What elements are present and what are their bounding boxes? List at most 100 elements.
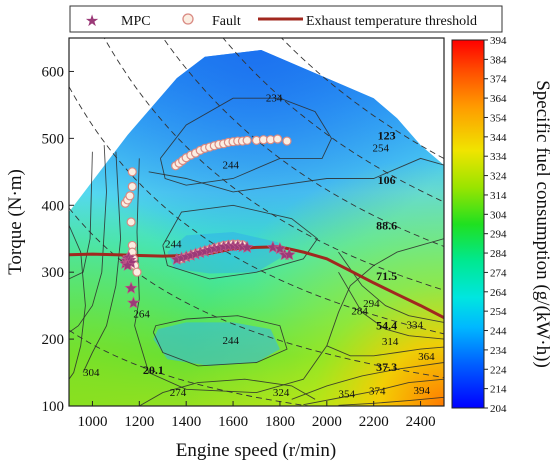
contour-label: 254 <box>372 143 389 155</box>
bsfc-field <box>69 50 444 406</box>
colorbar-tick-label: 394 <box>490 35 507 47</box>
fault-point <box>126 217 136 227</box>
y-tick-label: 400 <box>42 198 65 214</box>
fault-point <box>127 181 137 192</box>
colorbar-title: Specific fuel consumption (g/(kW·h)) <box>532 80 550 368</box>
colorbar-tick-label: 244 <box>490 326 507 338</box>
y-axis: 100 200 300 400 500 600 <box>42 64 74 415</box>
contour-label: 364 <box>418 351 435 363</box>
iso-power-line <box>162 38 444 247</box>
contour-label: 314 <box>382 336 399 348</box>
power-label: 54.4 <box>376 319 397 333</box>
x-tick-label: 1200 <box>124 414 154 430</box>
y-axis-title: Torque (N·m) <box>5 169 26 275</box>
x-tick-label: 2000 <box>312 414 342 430</box>
colorbar-tick-label: 204 <box>490 403 507 415</box>
x-tick-label: 2200 <box>359 414 389 430</box>
mpc-point <box>266 240 280 253</box>
contour-label: 244 <box>222 335 239 347</box>
colorbar-tick-label: 264 <box>490 287 507 299</box>
bsfc-contour-line <box>134 158 444 394</box>
contour-label: 304 <box>83 367 100 379</box>
power-label: 20.1 <box>143 363 164 377</box>
contour-label: 244 <box>165 238 182 250</box>
contour-label: 234 <box>266 93 283 105</box>
power-label: 123 <box>378 129 396 143</box>
bsfc-contour-line <box>291 362 444 400</box>
mpc-point <box>121 258 135 271</box>
contour-label: 244 <box>222 159 239 171</box>
bsfc-contour-line <box>162 204 319 280</box>
legend-threshold-label: Exhaust temperature threshold <box>306 14 477 29</box>
colorbar-tick-label: 324 <box>490 171 507 183</box>
iso-power-line <box>103 38 444 291</box>
contour-label: 354 <box>338 388 355 400</box>
x-tick-label: 2400 <box>406 414 436 430</box>
iso-power-line <box>222 38 444 203</box>
iso-power-line <box>69 329 312 406</box>
colorbar-tick-label: 284 <box>490 248 507 260</box>
bsfc-contour-line <box>159 97 333 186</box>
contour-label: 284 <box>351 305 368 317</box>
iso-power-line <box>280 38 444 159</box>
y-tick-label: 500 <box>42 131 65 147</box>
bsfc-contours <box>69 97 444 406</box>
legend-fault-marker <box>182 13 194 25</box>
mpc-point <box>126 296 140 309</box>
x-tick-label: 1800 <box>265 414 295 430</box>
legend-mpc-marker: ★ <box>85 13 99 30</box>
fault-point <box>127 167 137 177</box>
colorbar-tick-label: 254 <box>490 306 507 318</box>
y-tick-label: 100 <box>42 399 65 415</box>
power-label: 37.3 <box>376 360 397 374</box>
bsfc-contour-line <box>338 396 444 406</box>
legend-fault-label: Fault <box>212 14 241 29</box>
iso-power-lines <box>69 38 444 406</box>
colorbar-ticks: 204 214 224 234 244 254 264 274 284 294 304 314 324 3… <box>484 35 507 415</box>
bsfc-contour-line <box>139 378 316 406</box>
x-axis-title: Engine speed (r/min) <box>176 440 336 461</box>
legend: ★ MPC Fault Exhaust temperature threshol… <box>69 5 503 33</box>
contour-label: 334 <box>406 319 423 331</box>
colorbar-tick-label: 224 <box>490 364 507 376</box>
colorbar-tick-label: 314 <box>490 190 507 202</box>
field-mid-island <box>167 232 285 274</box>
colorbar-tick-label: 354 <box>490 112 507 124</box>
contour-label: 374 <box>369 386 386 398</box>
bsfc-contour-line <box>326 345 444 357</box>
power-labels: 123 106 88.6 71.5 54.4 37.3 20.1 <box>143 129 397 377</box>
x-tick-label: 1600 <box>218 414 248 430</box>
colorbar-tick-label: 374 <box>490 74 507 86</box>
contour-label: 264 <box>133 309 150 321</box>
field-hot-corner <box>69 50 444 406</box>
colorbar-tick-label: 234 <box>490 345 507 357</box>
y-tick-label: 200 <box>42 332 65 348</box>
mpc-point <box>282 248 296 261</box>
fault-point <box>242 135 252 145</box>
colorbar-tick-label: 334 <box>490 151 507 163</box>
power-label: 88.6 <box>376 218 397 232</box>
plot-frame <box>68 37 445 407</box>
field-low-island <box>153 322 280 366</box>
y-tick-label: 600 <box>42 64 65 80</box>
legend-mpc-label: MPC <box>121 14 151 29</box>
bsfc-contour-line <box>148 157 444 193</box>
fault-point <box>132 267 142 277</box>
fault-point <box>272 134 283 144</box>
colorbar-bar <box>451 39 485 409</box>
bsfc-contour-line <box>338 271 444 340</box>
contour-label: 394 <box>413 385 430 397</box>
fault-point <box>125 191 135 201</box>
mpc-point <box>124 281 138 294</box>
colorbar-tick-label: 294 <box>490 229 507 241</box>
colorbar-tick-label: 364 <box>490 93 507 105</box>
series-layer <box>69 134 444 320</box>
bsfc-contour-line <box>69 225 86 380</box>
bsfc-contour-line <box>82 151 122 373</box>
colorbar-tick-label: 274 <box>490 267 507 279</box>
x-tick-label: 1000 <box>77 414 107 430</box>
colorbar-tick-label: 384 <box>490 54 507 66</box>
